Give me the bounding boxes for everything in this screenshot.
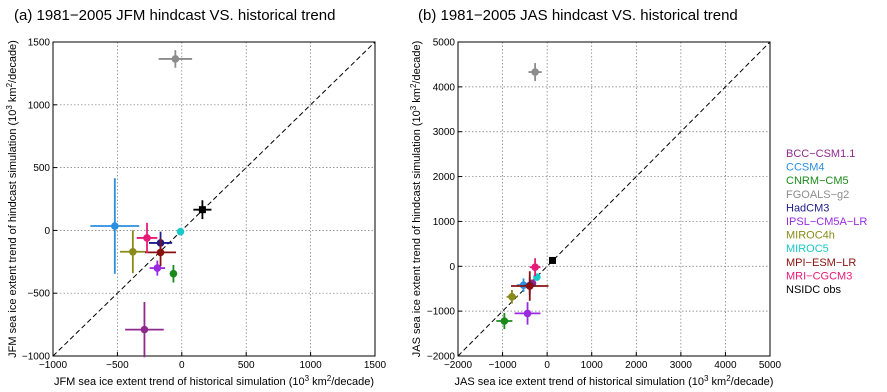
panel-a-point-cnrm-cm5 (169, 264, 178, 283)
panel-b-y-tick-label: −1000 (427, 307, 456, 318)
panel-a-x-tick-label: 0 (179, 360, 185, 371)
panel-a-marker-mri-cgcm3 (143, 234, 151, 242)
panel-b-x-axis-label: JAS sea ice extent trend of historical s… (455, 374, 774, 388)
panel-b: (b) 1981−2005 JAS hindcast VS. historica… (409, 7, 782, 388)
panel-a-x-tick-label: 1000 (299, 360, 322, 371)
panel-a-marker-bcc-csm1-1 (140, 325, 149, 334)
legend-item-hadcm3: HadCM3 (786, 202, 829, 214)
legend-item-cnrm-cm5: CNRM−CM5 (786, 175, 849, 187)
panel-b-y-tick-label: 4000 (433, 82, 456, 93)
panel-b-point-miroc4h (506, 290, 518, 304)
panel-b-x-tick-label: 3000 (670, 360, 693, 371)
panel-a-marker-nsidc-obs (198, 206, 206, 214)
panel-b-y-tick-label: 0 (449, 262, 455, 273)
panel-a-title: (a) 1981−2005 JFM hindcast VS. historica… (14, 7, 335, 24)
panel-b-point-mpi-esm-lr (511, 271, 549, 301)
panel-a-y-tick-label: 1000 (28, 100, 51, 111)
panel-b-x-tick-label: −1000 (489, 360, 518, 371)
legend-item-bcc-csm1-1: BCC−CSM1.1 (786, 148, 855, 160)
panel-b-x-tick-label: 5000 (759, 360, 782, 371)
panel-a-point-ccsm4 (90, 178, 140, 274)
panel-b-point-fgoals-g2 (528, 63, 542, 82)
panel-a-x-axis-label: JFM sea ice extent trend of historical s… (54, 374, 374, 388)
panel-a-x-tick-label: 500 (238, 360, 255, 371)
panel-a-marker-cnrm-cm5 (169, 269, 178, 278)
panel-b-marker-miroc4h (508, 292, 516, 301)
panel-b-y-tick-label: −2000 (427, 352, 456, 363)
panel-b-title: (b) 1981−2005 JAS hindcast VS. historica… (418, 7, 738, 24)
panel-a-point-mri-cgcm3 (136, 222, 158, 254)
panel-b-point-nsidc-obs (548, 256, 556, 264)
panel-b-y-tick-label: 5000 (433, 38, 456, 49)
panel-b-x-tick-label: 4000 (714, 360, 737, 371)
panel-a-y-tick-label: 1500 (28, 38, 51, 49)
legend-item-ccsm4: CCSM4 (786, 162, 825, 174)
panel-a-point-nsidc-obs (193, 200, 212, 220)
panel-a-y-ticks: −1000 −500 0 500 1000 1500 (22, 38, 57, 363)
legend-item-miroc4h: MIROC4h (786, 230, 835, 242)
panel-b-x-tick-label: 2000 (625, 360, 648, 371)
panel-a-y-tick-label: 500 (33, 163, 50, 174)
panel-b-one-to-one-line-path (457, 41, 771, 357)
legend-item-nsidc-obs: NSIDC obs (786, 284, 842, 296)
panel-b-marker-mri-cgcm3 (531, 263, 539, 271)
panel-b-grid (458, 42, 770, 356)
panel-b-y-tick-label: 1000 (433, 217, 456, 228)
panel-b-marker-ipsl-cm5a-lr (523, 309, 532, 318)
panel-a-x-ticks: −1000 −500 0 500 1000 1500 (39, 352, 387, 371)
panel-a-frame (52, 41, 376, 357)
panel-a-points (90, 50, 212, 358)
panel-a-point-mpi-esm-lr (145, 238, 177, 267)
panel-b-point-cnrm-cm5 (496, 312, 513, 330)
panel-a-one-to-one-line-path (52, 41, 376, 357)
panel-a-x-tick-label: 1500 (364, 360, 387, 371)
panel-b-marker-fgoals-g2 (531, 68, 539, 76)
panel-b-one-to-one-line (457, 41, 771, 357)
panel-a: (a) 1981−2005 JFM hindcast VS. historica… (5, 7, 387, 388)
panel-a-point-fgoals-g2 (158, 50, 193, 68)
panel-a-y-tick-label: 0 (44, 226, 50, 237)
legend-item-mpi-esm-lr: MPI−ESM−LR (786, 257, 856, 269)
panel-b-x-tick-label: 0 (544, 360, 550, 371)
panel-a-point-ipsl-cm5a-lr (149, 260, 166, 276)
panel-b-y-tick-label: 3000 (433, 127, 456, 138)
panel-a-marker-ccsm4 (111, 222, 119, 230)
panel-a-marker-miroc5 (176, 227, 185, 236)
panel-a-x-tick-label: −500 (106, 360, 129, 371)
panel-b-y-tick-label: 2000 (433, 172, 456, 183)
panel-a-grid (53, 42, 375, 356)
panel-a-y-tick-label: −1000 (22, 352, 51, 363)
legend-item-ipsl-cm5a-lr: IPSL−CM5A−LR (786, 216, 867, 228)
panel-b-x-ticks: −2000 −1000 0 1000 2000 3000 4000 5000 (444, 352, 782, 371)
panel-a-x-tick-label: −1000 (39, 360, 68, 371)
panel-b-marker-nsidc-obs (548, 256, 556, 264)
legend-item-fgoals-g2: FGOALS−g2 (786, 189, 849, 201)
panel-b-x-tick-label: −2000 (444, 360, 473, 371)
legend-item-mri-cgcm3: MRI−CGCM3 (786, 270, 852, 282)
panel-b-marker-cnrm-cm5 (500, 317, 509, 325)
panel-b-points (496, 63, 556, 330)
panel-b-marker-mpi-esm-lr (525, 282, 534, 290)
panel-a-point-miroc4h (119, 230, 146, 274)
panel-a-marker-mpi-esm-lr (156, 248, 165, 257)
panel-a-y-axis-label: JFM sea ice extent trend of hindcast sim… (5, 40, 19, 358)
legend-item-miroc5: MIROC5 (786, 243, 829, 255)
panel-b-point-ipsl-cm5a-lr (514, 302, 541, 325)
panel-b-point-mri-cgcm3 (529, 258, 541, 277)
panel-a-marker-fgoals-g2 (171, 55, 180, 63)
panel-b-frame (457, 41, 771, 357)
panel-b-x-tick-label: 1000 (581, 360, 604, 371)
panel-b-y-axis-label: JAS sea ice extent trend of hindcast sim… (409, 41, 423, 357)
panel-a-marker-ipsl-cm5a-lr (153, 264, 162, 272)
panel-a-marker-miroc4h (129, 247, 137, 256)
panel-a-point-miroc5 (176, 227, 185, 236)
panel-a-point-bcc-csm1-1 (125, 301, 164, 358)
panel-a-one-to-one-line (52, 41, 376, 357)
panel-a-y-tick-label: −500 (27, 289, 50, 300)
panel-b-y-ticks: −2000 −1000 0 1000 2000 3000 4000 5000 (427, 38, 462, 363)
